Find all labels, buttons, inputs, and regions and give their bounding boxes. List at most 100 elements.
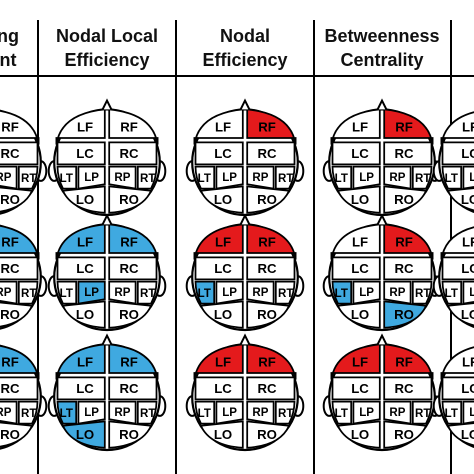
region-rc [108,376,158,401]
region-label-rc: RC [257,146,277,161]
region-label-lt: LT [335,173,348,185]
region-label-lf: LF [215,354,231,369]
region-rf [383,108,434,145]
column-header-line2: nt [0,50,17,70]
head-diagram: LF RF LC RC LT LP RP RT LO RO [185,98,305,217]
region-lf [330,108,381,145]
region-label-lt: LT [60,408,73,420]
region-label-lo: LO [76,192,94,207]
region-label-rp: RP [389,172,405,184]
column-headers: ng nt Nodal Local Efficiency Nodal Effic… [0,26,440,70]
region-label-lo: LO [461,427,474,442]
region-label-lo: LO [214,307,232,322]
region-label-rt: RT [140,408,155,420]
region-label-rc: RC [0,146,20,161]
region-label-rt: RT [278,173,293,185]
region-label-rf: RF [1,234,19,249]
region-lf [193,108,244,145]
region-label-rc: RC [119,381,139,396]
region-lp [215,165,244,190]
region-label-lc: LC [76,261,94,276]
region-ro [383,185,428,214]
region-label-rf: RF [395,234,413,249]
region-label-rp: RP [114,287,130,299]
region-rc [246,256,296,281]
region-label-lp: LP [222,407,237,419]
region-label-lp: LP [469,287,474,299]
region-rt [274,165,296,190]
region-lc [56,141,106,166]
region-label-lo: LO [351,427,369,442]
region-lc [194,256,244,281]
region-lt [194,400,216,425]
head-diagram: LF RF LC RC LT LP RP RT LO RO [47,333,167,452]
region-label-lo: LO [214,192,232,207]
region-rf [246,343,297,380]
region-lc [194,141,244,166]
region-label-rf: RF [120,234,138,249]
region-label-lc: LC [461,381,474,396]
region-lt [56,165,78,190]
region-lo [446,187,474,212]
region-lt [331,400,353,425]
region-label-rp: RP [0,287,12,299]
region-label-lp: LP [469,172,474,184]
region-lt [331,280,353,305]
region-label-rp: RP [114,407,130,419]
region-label-lp: LP [84,172,99,184]
region-lp [462,165,474,190]
nose [101,98,113,110]
region-lc [56,376,106,401]
region-lp [77,400,106,425]
region-rf [0,224,40,260]
region-label-rt: RT [415,408,430,420]
region-rf [0,109,40,145]
region-label-lp: LP [84,407,99,419]
region-label-lo: LO [351,192,369,207]
region-rf [383,343,434,380]
nose [376,333,388,345]
region-label-lt: LT [60,173,73,185]
region-lt [441,280,463,305]
region-lf [193,223,244,260]
region-label-rp: RP [0,407,12,419]
region-label-rf: RF [120,119,138,134]
column-header-line1: ng [0,26,19,46]
region-lt [194,280,216,305]
region-label-rt: RT [21,288,36,300]
region-label-lc: LC [76,146,94,161]
region-rt [136,165,158,190]
region-lp [462,280,474,305]
region-rt [274,400,296,425]
region-rc [0,141,39,166]
region-label-lc: LC [351,381,369,396]
region-label-rc: RC [0,261,20,276]
region-label-lp: LP [222,172,237,184]
region-lp [352,280,381,305]
region-label-rf: RF [1,354,19,369]
region-lo [199,420,244,449]
region-label-lc: LC [351,261,369,276]
region-rc [383,376,433,401]
region-label-rp: RP [114,172,130,184]
region-lp [215,400,244,425]
region-lp [352,165,381,190]
region-label-rp: RP [389,287,405,299]
region-label-lf: LF [462,234,474,249]
region-label-rc: RC [257,381,277,396]
region-label-lf: LF [215,234,231,249]
head-diagram: LF RF LC RC LT LP RP RT LO RO [47,213,167,332]
region-lf [330,343,381,380]
region-lo [199,185,244,214]
region-lt [56,280,78,305]
region-rf [246,223,297,260]
region-label-lc: LC [214,381,232,396]
head-diagram: LF RF LC RC LT LP RP RT LO RO [322,98,442,217]
region-label-rp: RP [389,407,405,419]
region-rf [383,223,434,260]
region-ro [246,420,291,449]
region-label-rp: RP [252,287,268,299]
